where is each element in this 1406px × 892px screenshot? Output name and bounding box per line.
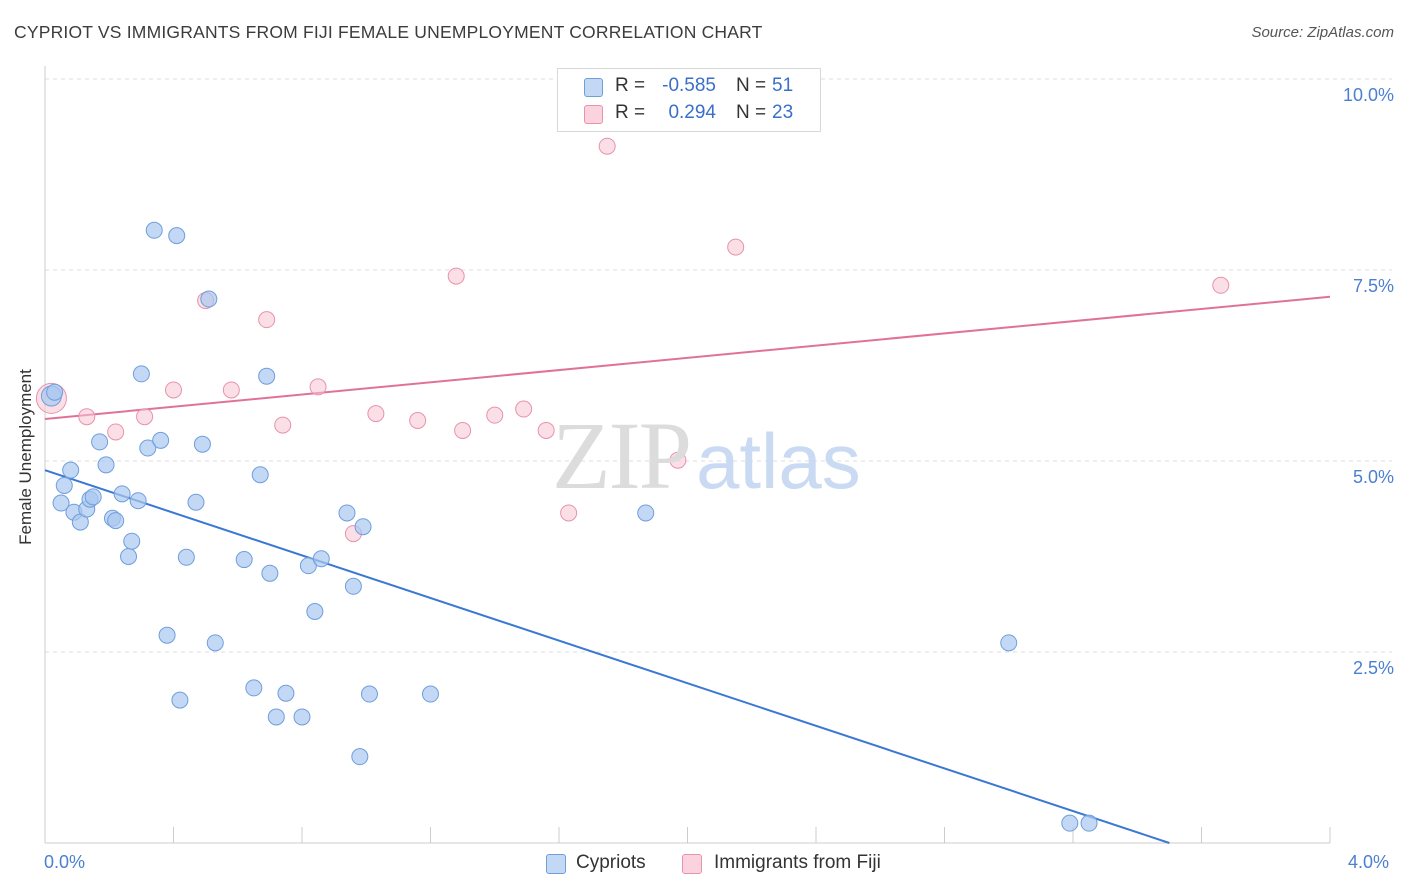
axes xyxy=(44,66,1331,844)
legend-r-value: 0.294 xyxy=(668,102,716,123)
point-fiji xyxy=(1212,276,1230,294)
point-cypriots xyxy=(55,476,73,494)
bottom-legend-swatch-pink xyxy=(682,854,702,874)
point-cypriots xyxy=(91,433,109,451)
point-fiji xyxy=(560,504,578,522)
watermark-atlas: atlas xyxy=(696,417,861,505)
legend: R = -0.585 N = 51 R = 0.294 N = 23 xyxy=(557,68,821,132)
point-cypriots xyxy=(261,564,279,582)
point-cypriots xyxy=(306,603,324,621)
point-cypriots xyxy=(97,456,115,474)
point-cypriots xyxy=(422,685,439,703)
point-fiji xyxy=(669,451,687,469)
legend-r-label: R = xyxy=(615,102,646,123)
point-cypriots xyxy=(338,504,356,522)
point-cypriots xyxy=(107,512,125,530)
point-cypriots xyxy=(168,227,186,245)
point-cypriots xyxy=(200,290,218,308)
legend-n-label: N = xyxy=(736,75,767,96)
point-cypriots xyxy=(354,518,372,536)
bottom-legend-label: Immigrants from Fiji xyxy=(714,852,881,873)
bottom-legend-swatch-blue xyxy=(546,854,566,874)
point-cypriots xyxy=(1000,634,1018,652)
x-tick-label-max: 4.0% xyxy=(1348,852,1390,872)
point-fiji xyxy=(78,408,96,426)
point-fiji xyxy=(515,400,533,418)
point-cypriots xyxy=(193,435,211,453)
point-cypriots xyxy=(62,461,80,479)
point-fiji xyxy=(727,238,745,256)
legend-swatch-blue xyxy=(584,78,603,97)
bottom-legend-label: Cypriots xyxy=(576,852,646,873)
point-fiji xyxy=(537,421,555,439)
point-cypriots xyxy=(267,708,285,726)
point-cypriots xyxy=(344,577,362,595)
point-cypriots xyxy=(52,494,70,512)
point-fiji xyxy=(107,423,125,441)
point-cypriots xyxy=(158,626,176,644)
point-fiji xyxy=(367,405,385,423)
chart-title: CYPRIOT VS IMMIGRANTS FROM FIJI FEMALE U… xyxy=(14,22,763,42)
point-fiji xyxy=(258,311,276,329)
point-cypriots xyxy=(177,548,195,566)
legend-r-label: R = xyxy=(615,75,646,96)
point-cypriots xyxy=(171,691,189,709)
y-tick-label: 2.5% xyxy=(1352,658,1394,678)
source-label: Source: ZipAtlas.com xyxy=(1251,24,1394,41)
point-fiji xyxy=(447,267,465,285)
point-fiji xyxy=(454,421,472,439)
y-tick-label: 10.0% xyxy=(1342,85,1394,105)
legend-swatch-pink xyxy=(584,105,603,124)
point-cypriots xyxy=(245,679,263,697)
point-fiji xyxy=(409,412,427,430)
watermark-zip: ZIP xyxy=(552,402,692,509)
point-cypriots xyxy=(84,488,102,506)
y-tick-label: 5.0% xyxy=(1352,467,1394,487)
watermark: ZIPatlas xyxy=(552,400,861,511)
point-cypriots xyxy=(1061,814,1079,832)
point-fiji xyxy=(598,137,616,155)
point-fiji xyxy=(486,406,504,424)
point-cypriots xyxy=(251,466,269,484)
point-cypriots xyxy=(120,548,138,565)
point-cypriots xyxy=(360,685,378,703)
point-cypriots xyxy=(152,431,170,449)
y-axis-label: Female Unemployment xyxy=(16,369,35,545)
point-cypriots xyxy=(46,383,64,401)
point-cypriots xyxy=(258,367,276,385)
point-cypriots xyxy=(132,365,150,383)
point-cypriots xyxy=(187,493,205,511)
point-cypriots xyxy=(277,684,295,702)
trend-lines xyxy=(44,295,1331,844)
point-cypriots xyxy=(351,748,369,766)
point-fiji xyxy=(274,416,292,434)
point-fiji xyxy=(222,381,240,399)
point-cypriots xyxy=(206,634,224,652)
legend-row-fiji: R = 0.294 N = 23 xyxy=(558,100,820,128)
data-points xyxy=(35,137,1230,832)
point-cypriots xyxy=(123,532,141,550)
point-cypriots xyxy=(637,504,655,522)
point-cypriots xyxy=(312,550,330,568)
legend-row-cypriots: R = -0.585 N = 51 xyxy=(558,73,820,101)
x-tick-label-min: 0.0% xyxy=(44,852,86,872)
legend-n-value: 51 xyxy=(772,75,794,96)
legend-r-value: -0.585 xyxy=(662,75,716,96)
point-cypriots xyxy=(293,708,311,726)
point-cypriots xyxy=(129,492,147,510)
point-cypriots xyxy=(235,551,253,569)
y-tick-label: 7.5% xyxy=(1352,276,1394,296)
point-fiji xyxy=(136,408,154,426)
point-fiji xyxy=(165,381,182,399)
trend-line-cypriots xyxy=(44,469,1170,844)
point-cypriots xyxy=(1080,814,1098,832)
point-fiji xyxy=(309,378,327,396)
legend-n-label: N = xyxy=(736,102,767,123)
trend-line-fiji xyxy=(44,295,1331,420)
legend-n-value: 23 xyxy=(772,102,794,123)
point-cypriots xyxy=(145,221,163,239)
point-cypriots xyxy=(113,485,131,503)
point-cypriots xyxy=(139,439,157,457)
